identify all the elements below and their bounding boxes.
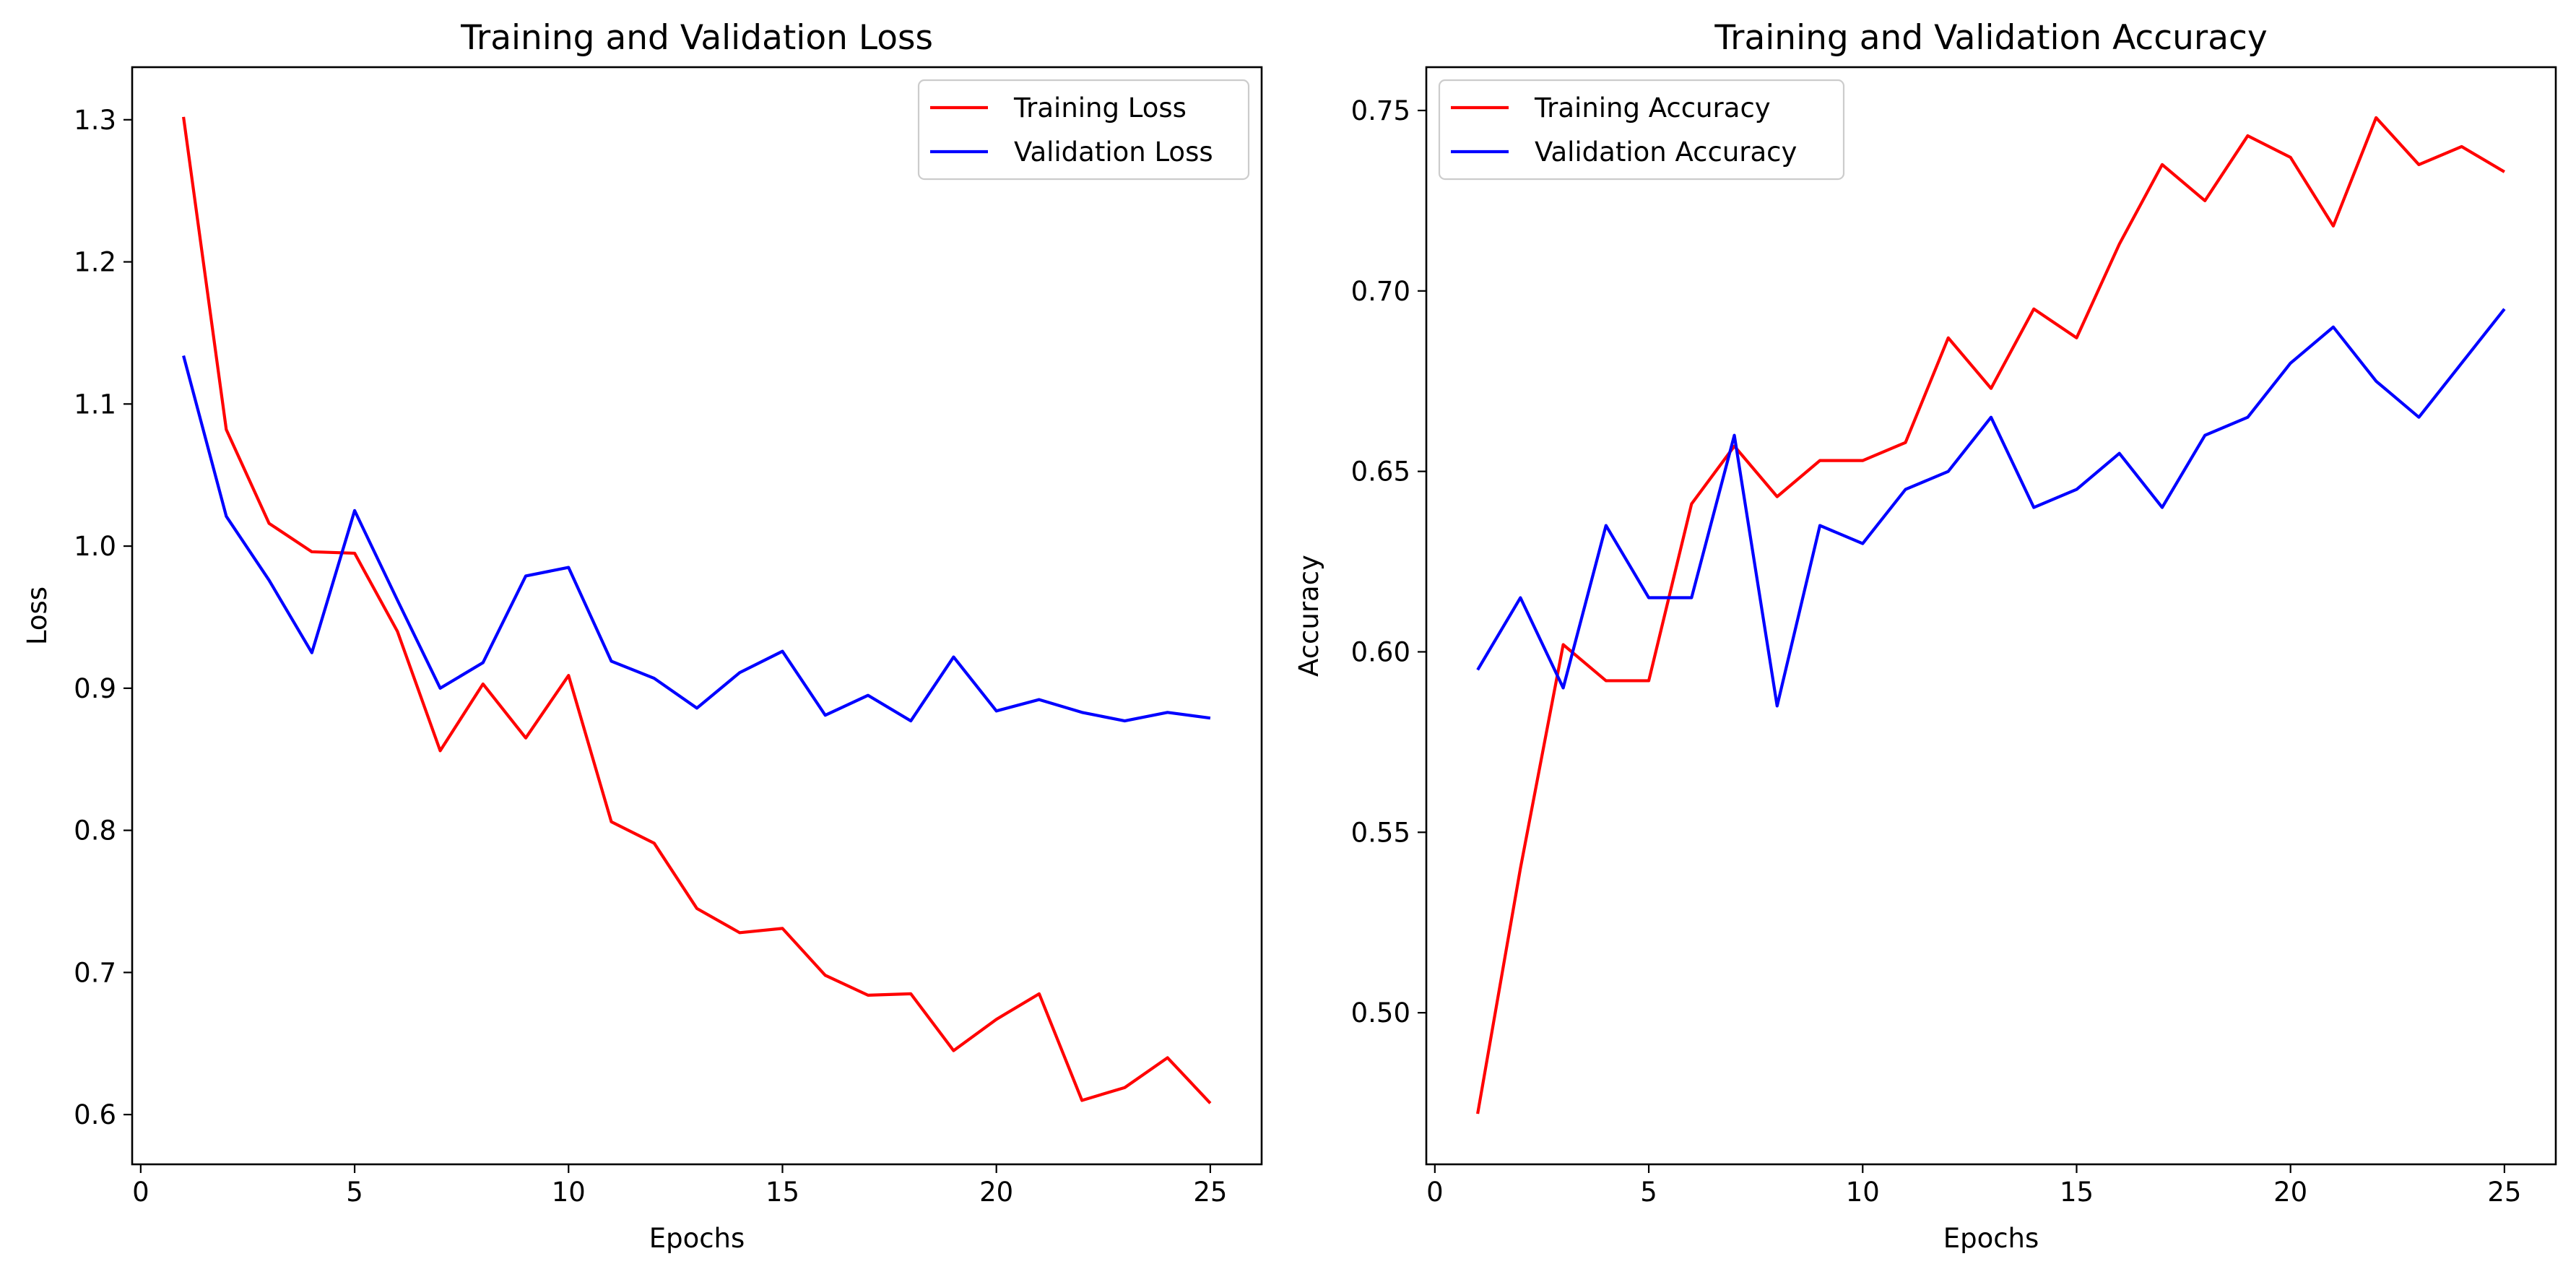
loss-chart: Training and Validation Loss 0 5 10 15 20 25 0.… bbox=[22, 18, 1263, 1254]
accuracy-y-tick-label: 0.55 bbox=[1351, 817, 1410, 848]
loss-chart-title: Training and Validation Loss bbox=[460, 18, 933, 58]
accuracy-y-tick-label: 0.60 bbox=[1351, 636, 1410, 667]
accuracy-series-line-0 bbox=[1476, 116, 2505, 1114]
loss-legend-label-1: Validation Loss bbox=[1014, 137, 1213, 168]
loss-legend bbox=[917, 79, 1250, 181]
loss-x-axis-label: Epochs bbox=[649, 1223, 745, 1254]
loss-x-tick-label: 20 bbox=[979, 1177, 1013, 1208]
accuracy-x-tick-label: 10 bbox=[1846, 1177, 1880, 1208]
accuracy-y-tick-label: 0.70 bbox=[1351, 276, 1410, 307]
accuracy-legend-label-1: Validation Accuracy bbox=[1535, 137, 1797, 168]
loss-y-tick-label: 0.8 bbox=[74, 815, 116, 847]
loss-y-tick-label: 0.6 bbox=[74, 1099, 116, 1130]
loss-y-tick-label: 1.1 bbox=[74, 389, 116, 420]
loss-y-tick-label: 0.7 bbox=[74, 957, 116, 988]
loss-x-tick-label: 15 bbox=[766, 1177, 799, 1208]
loss-y-tick-label: 1.3 bbox=[74, 105, 116, 136]
accuracy-y-axis-label: Accuracy bbox=[1293, 555, 1324, 677]
accuracy-x-tick-label: 20 bbox=[2273, 1177, 2307, 1208]
accuracy-series-line-1 bbox=[1476, 308, 2506, 708]
accuracy-x-tick-label: 15 bbox=[2060, 1177, 2094, 1208]
accuracy-x-axis-label: Epochs bbox=[1943, 1223, 2039, 1254]
accuracy-y-tick-label: 0.50 bbox=[1351, 997, 1410, 1029]
loss-x-tick-label: 0 bbox=[132, 1177, 149, 1208]
loss-x-tick-label: 25 bbox=[1193, 1177, 1227, 1208]
loss-x-tick-label: 10 bbox=[552, 1177, 586, 1208]
accuracy-chart: Training and Validation Accuracy 0 5 10 15 20… bbox=[1293, 18, 2557, 1254]
accuracy-legend bbox=[1438, 79, 1845, 181]
loss-series-line-1 bbox=[182, 355, 1211, 723]
accuracy-chart-title: Training and Validation Accuracy bbox=[1714, 18, 2267, 58]
loss-y-tick-label: 1.0 bbox=[74, 531, 116, 562]
loss-legend-label-0: Training Loss bbox=[1013, 92, 1187, 124]
loss-plot-frame bbox=[131, 66, 1263, 1166]
loss-y-axis-label: Loss bbox=[22, 586, 53, 645]
accuracy-y-tick-label: 0.75 bbox=[1351, 95, 1410, 126]
accuracy-x-tick-label: 0 bbox=[1426, 1177, 1444, 1208]
loss-y-tick-label: 1.2 bbox=[74, 247, 116, 278]
accuracy-y-tick-label: 0.65 bbox=[1351, 456, 1410, 488]
loss-x-tick-label: 5 bbox=[346, 1177, 363, 1208]
accuracy-x-tick-label: 25 bbox=[2487, 1177, 2521, 1208]
accuracy-legend-label-0: Training Accuracy bbox=[1534, 92, 1771, 124]
loss-series-line-0 bbox=[182, 116, 1212, 1104]
loss-y-tick-label: 0.9 bbox=[74, 673, 116, 704]
accuracy-x-tick-label: 5 bbox=[1640, 1177, 1657, 1208]
accuracy-plot-frame bbox=[1425, 66, 2557, 1166]
